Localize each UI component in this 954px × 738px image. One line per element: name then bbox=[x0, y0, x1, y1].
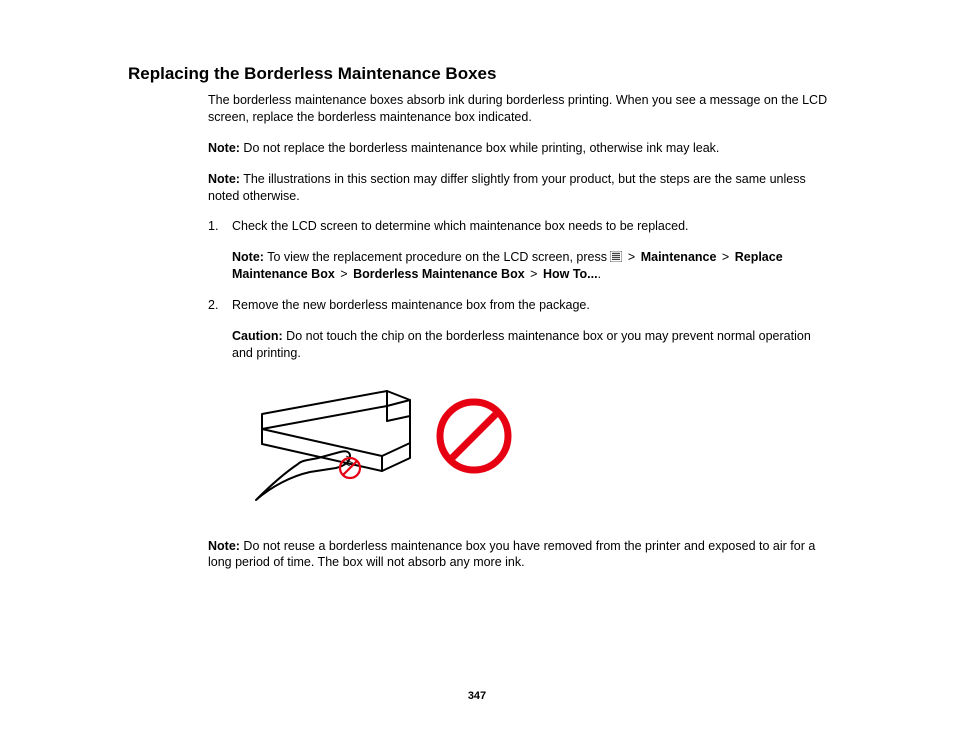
note-text: Do not replace the borderless maintenanc… bbox=[240, 141, 719, 155]
period: . bbox=[598, 267, 601, 281]
note-label: Note: bbox=[208, 172, 240, 186]
step-2: 2. Remove the new borderless maintenance… bbox=[208, 297, 834, 314]
step-text: Check the LCD screen to determine which … bbox=[232, 218, 834, 235]
step-1-note: Note: To view the replacement procedure … bbox=[232, 249, 834, 283]
page-title: Replacing the Borderless Maintenance Box… bbox=[128, 64, 834, 84]
menu-path-item: Maintenance bbox=[641, 250, 717, 264]
maintenance-box-drawing bbox=[256, 391, 410, 500]
note-1: Note: Do not replace the borderless main… bbox=[208, 140, 834, 157]
content-body: The borderless maintenance boxes absorb … bbox=[208, 92, 834, 571]
step-text: Remove the new borderless maintenance bo… bbox=[232, 297, 834, 314]
note-label: Note: bbox=[208, 141, 240, 155]
note-text: The illustrations in this section may di… bbox=[208, 172, 806, 203]
path-sep: > bbox=[340, 267, 347, 281]
step-number: 1. bbox=[208, 218, 232, 235]
path-sep: > bbox=[628, 250, 635, 264]
note-2: Note: The illustrations in this section … bbox=[208, 171, 834, 205]
step-2-caution: Caution: Do not touch the chip on the bo… bbox=[232, 328, 834, 362]
prohibit-large-icon bbox=[440, 402, 508, 470]
menu-icon bbox=[610, 250, 622, 261]
step-number: 2. bbox=[208, 297, 232, 314]
note-label: Note: bbox=[208, 539, 240, 553]
path-sep: > bbox=[722, 250, 729, 264]
step-1: 1. Check the LCD screen to determine whi… bbox=[208, 218, 834, 235]
path-sep: > bbox=[530, 267, 537, 281]
intro-paragraph: The borderless maintenance boxes absorb … bbox=[208, 92, 834, 126]
menu-path-item: Borderless Maintenance Box bbox=[353, 267, 525, 281]
note-text-pre: To view the replacement procedure on the… bbox=[264, 250, 610, 264]
page-number: 347 bbox=[0, 690, 954, 702]
note-3: Note: Do not reuse a borderless maintena… bbox=[208, 538, 834, 572]
menu-path-item: How To... bbox=[543, 267, 598, 281]
note-label: Note: bbox=[232, 250, 264, 264]
caution-text: Do not touch the chip on the borderless … bbox=[232, 329, 811, 360]
caution-label: Caution: bbox=[232, 329, 283, 343]
illustration bbox=[232, 376, 834, 516]
prohibit-small-icon bbox=[340, 458, 360, 478]
note-text: Do not reuse a borderless maintenance bo… bbox=[208, 539, 815, 570]
